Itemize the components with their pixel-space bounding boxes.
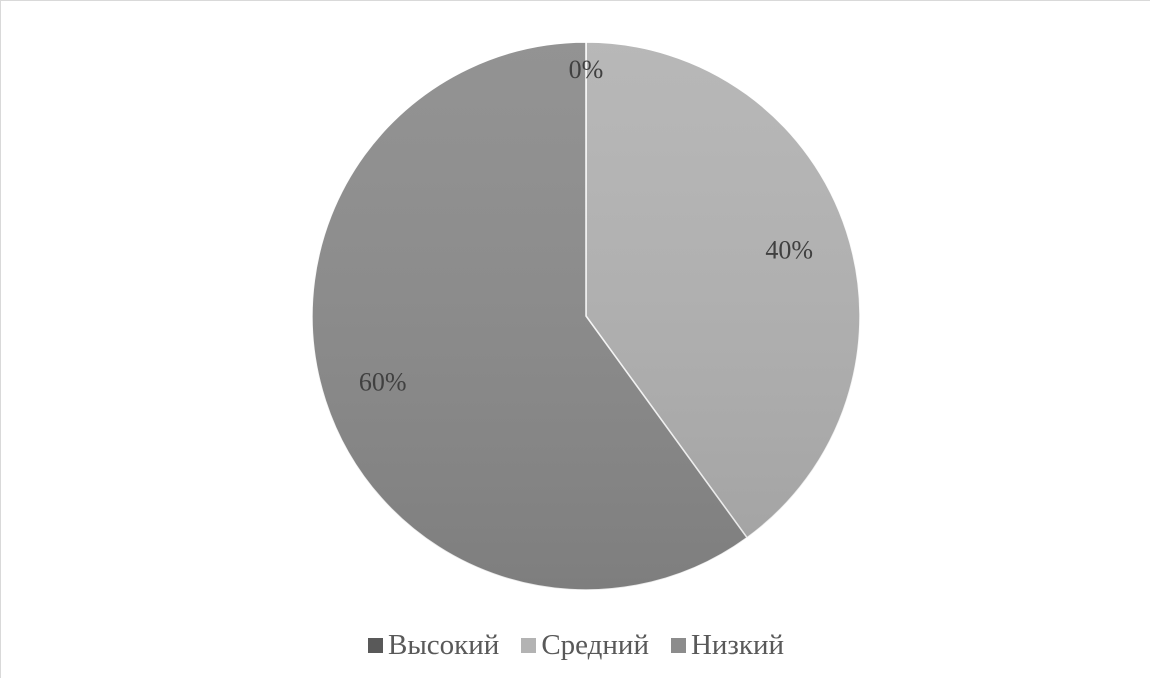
legend-swatch-medium (521, 637, 537, 653)
data-label-low: 60% (359, 368, 407, 397)
legend: Высокий Средний Низкий (1, 625, 1150, 665)
legend-label-low: Низкий (690, 628, 785, 661)
legend-label-high: Высокий (387, 628, 500, 661)
data-label-medium: 40% (765, 235, 813, 264)
pie-chart: 0% 40% 60% (311, 41, 861, 591)
legend-label-medium: Средний (541, 628, 649, 661)
legend-swatch-high (367, 637, 383, 653)
data-label-high: 0% (569, 55, 604, 84)
legend-item-high: Высокий (367, 628, 500, 662)
legend-swatch-low (670, 637, 686, 653)
legend-item-medium: Средний (521, 629, 649, 662)
legend-item-low: Низкий (670, 628, 785, 662)
